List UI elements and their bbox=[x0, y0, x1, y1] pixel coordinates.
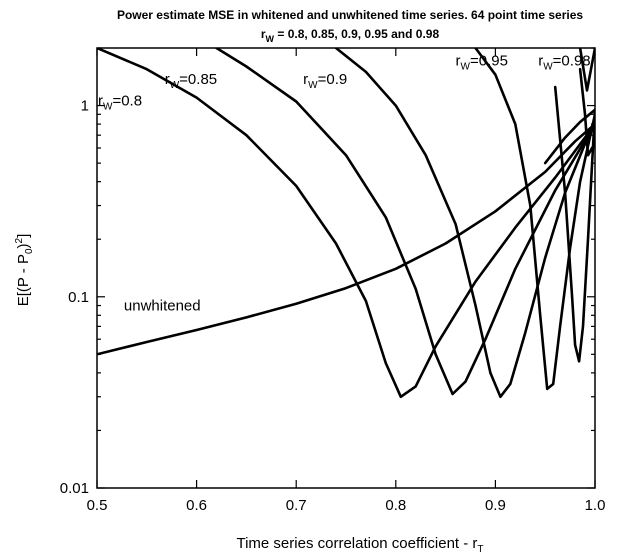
y-label-sup: 2 bbox=[14, 237, 25, 243]
y-tick-label: 0.1 bbox=[68, 289, 89, 306]
y-tick-label: 0.01 bbox=[60, 480, 89, 497]
subtitle-r: r bbox=[261, 27, 266, 41]
series-label-sub: W bbox=[170, 80, 180, 91]
series-label-rw095: rW=0.95 bbox=[456, 52, 508, 72]
series-label-r: r bbox=[456, 52, 461, 69]
series-label-r: r bbox=[538, 52, 543, 69]
series-line-unwhitened bbox=[97, 122, 595, 356]
series-label-r: r bbox=[98, 93, 103, 110]
y-label-a: E[(P - P bbox=[15, 254, 32, 306]
series-layer bbox=[97, 48, 595, 399]
series-label-sub: W bbox=[308, 80, 318, 91]
y-axis-label: E[(P - P0)2] bbox=[14, 234, 35, 307]
series-line-rw098 bbox=[553, 85, 595, 363]
series-label-sub: W bbox=[543, 61, 553, 72]
series-line-rw095 bbox=[474, 48, 595, 391]
y-label-c: ] bbox=[15, 234, 32, 238]
series-label-r: r bbox=[165, 71, 170, 88]
x-tick-label: 0.7 bbox=[286, 497, 307, 514]
series-label-value: =0.85 bbox=[179, 71, 217, 88]
series-label-rw098: rW=0.98 bbox=[538, 52, 590, 72]
series-label-r: r bbox=[303, 71, 308, 88]
series-line-rw085 bbox=[215, 48, 595, 396]
subtitle-sub: W bbox=[266, 34, 275, 44]
y-tick-label: 1 bbox=[81, 98, 89, 115]
series-label-value: =0.8 bbox=[112, 93, 142, 110]
series-label-sub: W bbox=[103, 102, 113, 113]
series-line-extra-6 bbox=[543, 108, 595, 165]
x-tick-label: 0.6 bbox=[186, 497, 207, 514]
series-label-value: =0.95 bbox=[470, 52, 508, 69]
y-label-sub: 0 bbox=[24, 248, 35, 254]
series-label-sub: W bbox=[461, 61, 471, 72]
axes: 0.5 0.6 0.7 0.8 0.9 1.0 0.01 0.1 1 bbox=[60, 47, 606, 514]
series-line-extra-7 bbox=[578, 67, 595, 157]
series-label-value: =0.98 bbox=[553, 52, 591, 69]
x-tick-label: 0.8 bbox=[385, 497, 406, 514]
series-label-rw09: rW=0.9 bbox=[303, 71, 347, 91]
x-tick-label: 0.5 bbox=[87, 497, 108, 514]
series-label-rw085: rW=0.85 bbox=[165, 71, 217, 91]
x-tick-label: 0.9 bbox=[485, 497, 506, 514]
x-tick-label: 1.0 bbox=[585, 497, 606, 514]
series-line-rw08 bbox=[97, 48, 595, 399]
plot-frame bbox=[96, 47, 596, 489]
series-label-value: =0.9 bbox=[318, 71, 348, 88]
series-line-rw09 bbox=[334, 48, 595, 399]
chart-subtitle: rW = 0.8, 0.85, 0.9, 0.95 and 0.98 bbox=[261, 27, 440, 44]
chart-title: Power estimate MSE in whitened and unwhi… bbox=[117, 8, 583, 22]
series-label-unwhitened: unwhitened bbox=[124, 297, 201, 314]
x-axis-label-sub: T bbox=[477, 544, 483, 555]
x-axis-label: Time series correlation coefficient - rT bbox=[236, 535, 483, 555]
y-label-b: ) bbox=[15, 243, 32, 248]
x-axis-label-text: Time series correlation coefficient - r bbox=[236, 535, 477, 552]
series-label-rw08: rW=0.8 bbox=[98, 93, 142, 113]
subtitle-rest: = 0.8, 0.85, 0.9, 0.95 and 0.98 bbox=[274, 27, 439, 41]
series-line-extra-8 bbox=[578, 48, 595, 92]
